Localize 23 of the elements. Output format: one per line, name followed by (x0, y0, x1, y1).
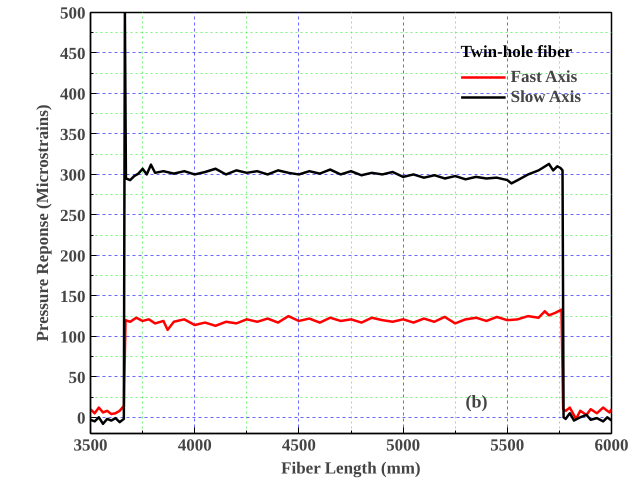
x-tick-label: 4500 (282, 436, 316, 454)
y-tick-label: 150 (60, 286, 86, 306)
y-tick-label: 400 (60, 84, 86, 104)
annotation: (b) (466, 392, 488, 412)
x-axis-title: Fiber Length (mm) (281, 458, 421, 478)
y-tick-label: 50 (68, 368, 86, 387)
y-tick-label: 300 (60, 165, 86, 184)
x-tick-label: 6000 (594, 436, 628, 454)
legend-label: Fast Axis (510, 67, 578, 87)
x-tick-label: 3500 (74, 436, 108, 454)
y-tick-label: 350 (60, 124, 86, 144)
x-tick-label: 5000 (386, 436, 420, 454)
x-tick-label: 4000 (178, 436, 212, 454)
y-tick-label: 250 (60, 206, 86, 225)
y-tick-label: 450 (60, 44, 86, 63)
y-axis-title: Pressure Reponse (Microstrains) (33, 104, 52, 342)
legend-title: Twin-hole fiber (460, 42, 574, 62)
y-tick-label: 100 (60, 327, 86, 346)
legend-label: Slow Axis (510, 87, 581, 107)
y-tick-label: 0 (77, 408, 86, 428)
y-tick-label: 500 (60, 4, 86, 22)
x-tick-label: 5500 (490, 436, 524, 454)
y-tick-label: 200 (60, 246, 86, 266)
